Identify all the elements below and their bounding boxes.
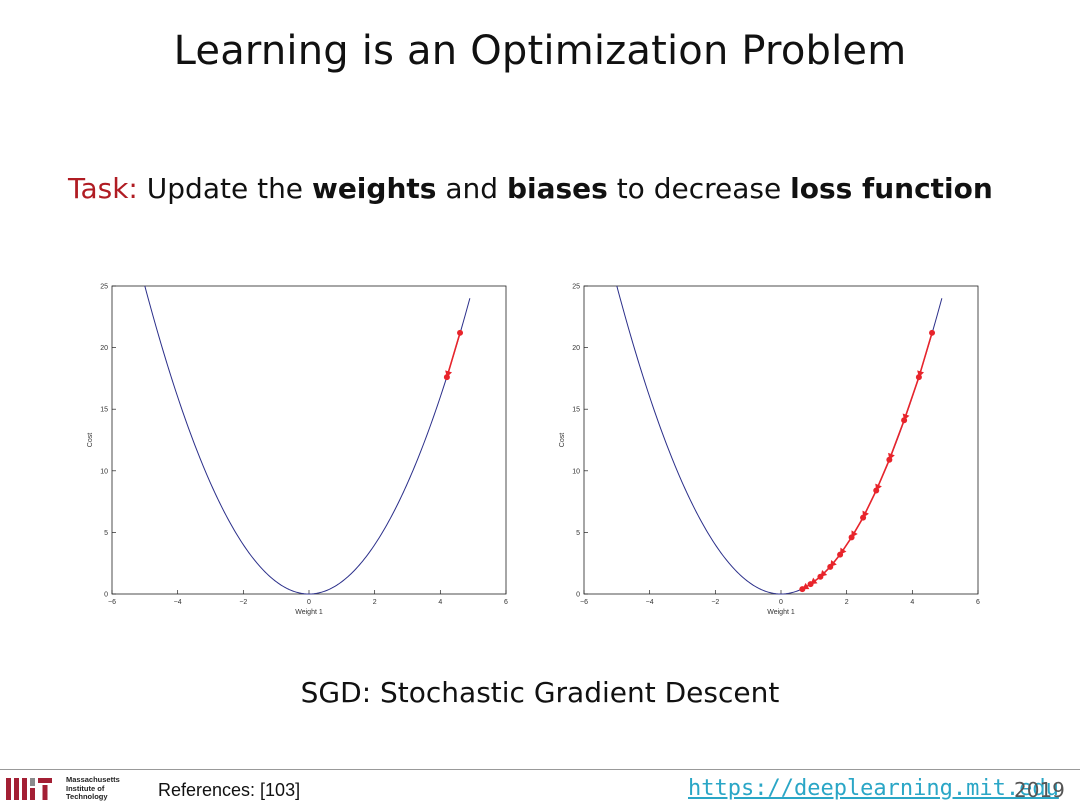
task-loss-function: loss function xyxy=(790,172,993,205)
descent-step-point xyxy=(457,329,464,336)
descent-arrowhead xyxy=(851,530,858,538)
y-tick-label: 20 xyxy=(572,345,580,352)
descent-arrowhead xyxy=(830,559,837,567)
y-tick-label: 15 xyxy=(100,407,108,414)
x-tick-label: 6 xyxy=(504,599,508,606)
x-tick-label: −2 xyxy=(711,599,719,606)
y-tick-label: 0 xyxy=(576,592,580,599)
x-axis-label: Weight 1 xyxy=(295,609,323,616)
descent-arrowhead xyxy=(875,483,882,491)
plot-frame xyxy=(111,285,507,595)
cost-curve xyxy=(144,285,471,595)
caption: SGD: Stochastic Gradient Descent xyxy=(300,676,780,709)
x-tick-label: −4 xyxy=(174,599,182,606)
y-tick-label: 20 xyxy=(100,345,108,352)
mit-logo xyxy=(6,778,52,800)
descent-arrowhead xyxy=(917,370,925,378)
chart-single-step: −6 −4 −2 0 2 4 6 0 5 10 15 20 25 Weight 1 Cost xyxy=(87,284,508,617)
x-tick-label: 2 xyxy=(373,599,377,606)
descent-arrowhead xyxy=(820,569,828,577)
x-tick-label: 6 xyxy=(976,599,980,606)
mit-logo-text: Massachusetts Institute of Technology xyxy=(66,775,120,801)
task-text-2: and xyxy=(445,172,499,205)
descent-arrowhead xyxy=(862,510,869,518)
descent-arrowhead xyxy=(902,413,910,421)
descent-arrowhead xyxy=(888,452,895,460)
x-tick-label: −6 xyxy=(108,599,116,606)
task-weights: weights xyxy=(311,172,437,205)
references: References: [103] xyxy=(158,780,301,800)
x-tick-label: −4 xyxy=(646,599,654,606)
x-tick-label: 0 xyxy=(307,599,311,606)
y-tick-label: 10 xyxy=(572,468,580,475)
x-tick-label: −2 xyxy=(239,599,247,606)
descent-arrowhead xyxy=(802,582,810,590)
task-statement: Task: Update the weights and biases to d… xyxy=(68,172,993,205)
x-tick-label: 4 xyxy=(438,599,442,606)
plot-frame xyxy=(583,285,979,595)
y-tick-label: 15 xyxy=(572,407,580,414)
x-tick-label: 0 xyxy=(779,599,783,606)
y-axis-label: Cost xyxy=(559,433,566,447)
task-text-1: Update the xyxy=(146,172,304,205)
task-label: Task: xyxy=(68,172,138,205)
x-tick-label: −6 xyxy=(580,599,588,606)
chart-sgd-steps: −6 −4 −2 0 2 4 6 0 5 10 15 20 25 Weight 1 Cost xyxy=(559,284,980,617)
footer-divider xyxy=(0,769,1080,770)
task-biases: biases xyxy=(506,172,608,205)
year: 2019 xyxy=(1014,778,1065,802)
x-axis-label: Weight 1 xyxy=(767,609,795,616)
y-tick-label: 25 xyxy=(572,284,580,291)
y-tick-label: 25 xyxy=(100,284,108,291)
descent-step-point xyxy=(929,329,936,336)
descent-arrowhead xyxy=(810,577,818,585)
y-tick-label: 5 xyxy=(576,530,580,537)
descent-arrowhead xyxy=(445,370,453,378)
y-tick-label: 5 xyxy=(104,530,108,537)
task-text-3: to decrease xyxy=(616,172,782,205)
descent-path xyxy=(446,332,461,378)
y-axis-label: Cost xyxy=(87,433,94,447)
x-tick-label: 2 xyxy=(845,599,849,606)
slide-title: Learning is an Optimization Problem xyxy=(173,28,907,74)
descent-arrowhead xyxy=(840,547,847,555)
y-tick-label: 0 xyxy=(104,592,108,599)
y-tick-label: 10 xyxy=(100,468,108,475)
course-url-link[interactable]: https://deeplearning.mit.edu xyxy=(688,776,1059,801)
x-tick-label: 4 xyxy=(910,599,914,606)
